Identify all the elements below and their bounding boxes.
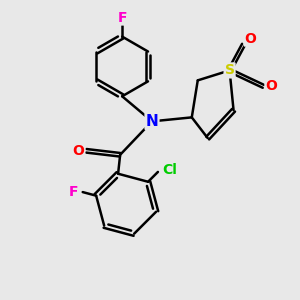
Text: F: F	[117, 11, 127, 25]
Text: S: S	[225, 63, 235, 77]
Text: Cl: Cl	[162, 163, 177, 177]
Text: O: O	[245, 32, 256, 46]
Text: O: O	[72, 144, 84, 158]
Text: N: N	[146, 114, 158, 129]
Text: F: F	[69, 185, 79, 199]
Text: O: O	[266, 79, 277, 93]
